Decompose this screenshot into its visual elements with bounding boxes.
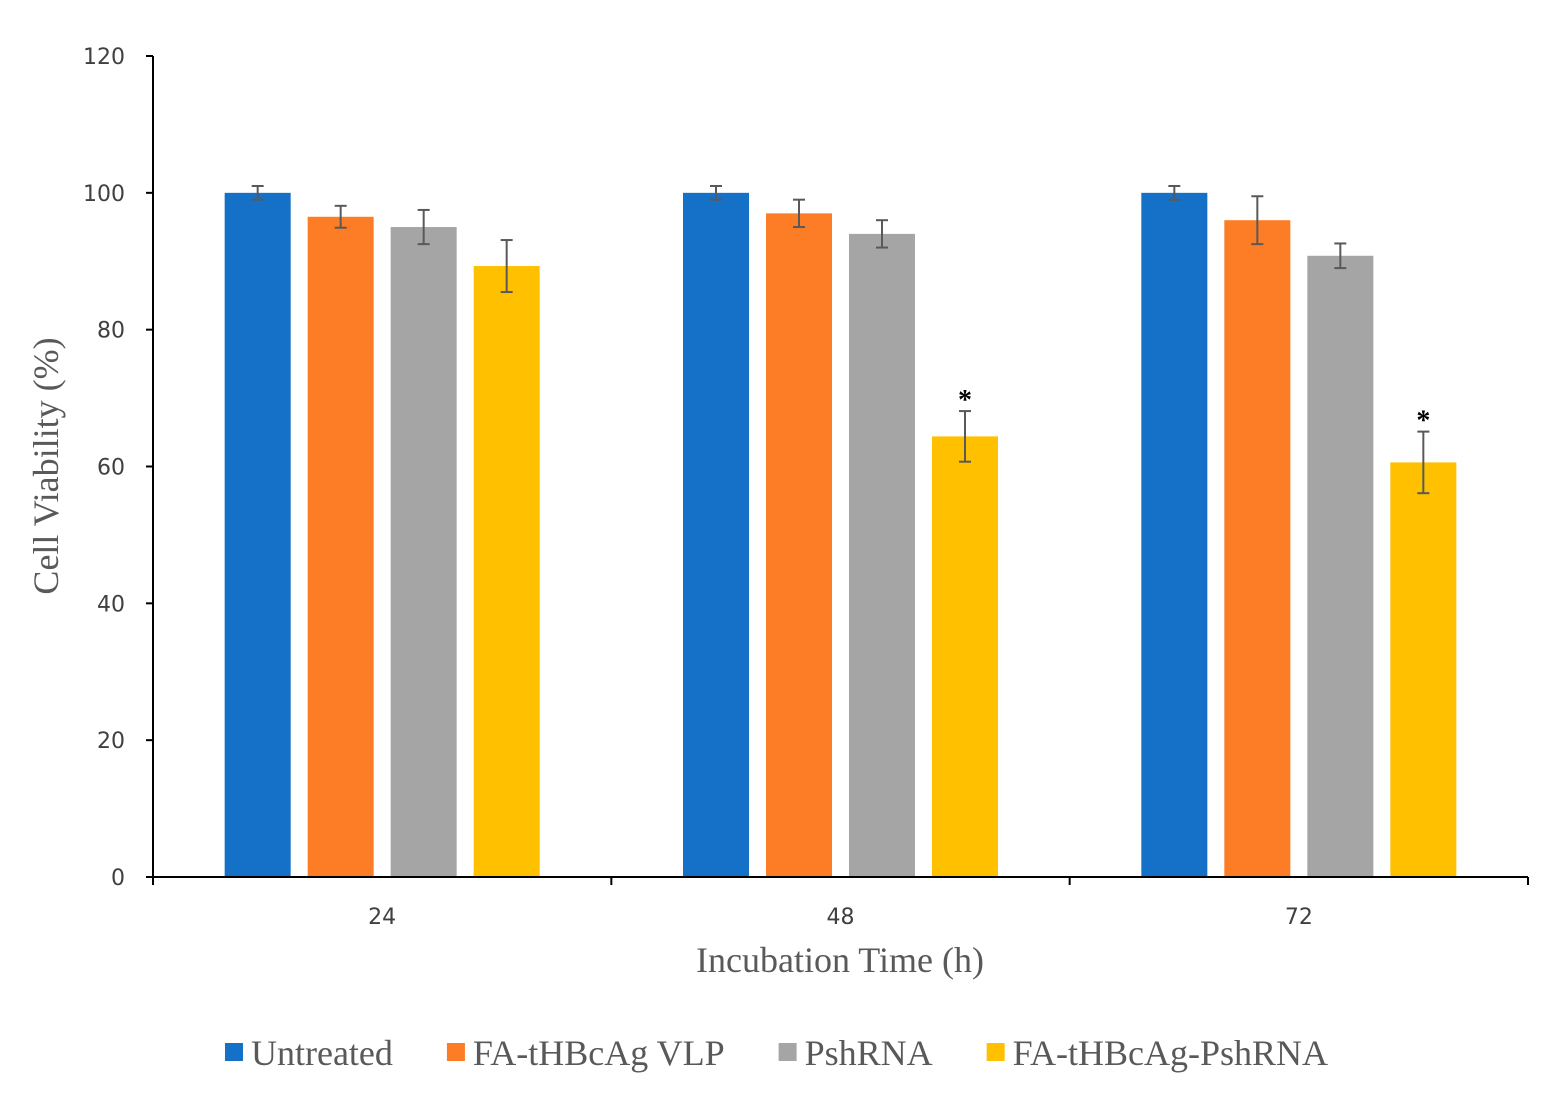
bar: [766, 213, 832, 877]
legend-swatch: [224, 1043, 243, 1061]
bar: [932, 436, 998, 877]
y-tick-label: 60: [97, 456, 125, 481]
legend-label: PshRNA: [805, 1033, 933, 1073]
y-tick-label: 120: [83, 45, 125, 70]
bar: [224, 192, 291, 878]
y-tick-label: 100: [83, 182, 125, 207]
bar: [849, 233, 915, 878]
x-tick-label: 48: [827, 905, 855, 930]
bar: [390, 227, 457, 877]
legend-label: FA-tHBcAg VLP: [473, 1033, 725, 1073]
y-tick-label: 20: [97, 729, 125, 754]
bar: [1224, 220, 1291, 877]
y-axis-title: Cell Viability (%): [26, 337, 66, 594]
y-tick-label: 0: [111, 866, 125, 891]
significance-marker: *: [958, 385, 972, 416]
x-axis-title: Incubation Time (h): [696, 940, 984, 980]
bar: [1307, 255, 1374, 877]
y-tick-label: 80: [97, 319, 125, 344]
bar: [1141, 192, 1208, 878]
legend-swatch: [986, 1043, 1005, 1061]
bar: [1390, 462, 1457, 877]
y-tick-label: 40: [97, 592, 125, 617]
legend-label: FA-tHBcAg-PshRNA: [1013, 1033, 1328, 1073]
x-tick-label: 24: [368, 905, 396, 930]
bar: [307, 216, 374, 877]
legend-swatch: [778, 1043, 797, 1061]
bar: [683, 192, 749, 878]
x-tick-label: 72: [1285, 905, 1313, 930]
bar: [473, 266, 540, 877]
legend-swatch: [446, 1043, 465, 1061]
significance-marker: *: [1416, 406, 1430, 437]
legend-label: Untreated: [251, 1033, 393, 1073]
